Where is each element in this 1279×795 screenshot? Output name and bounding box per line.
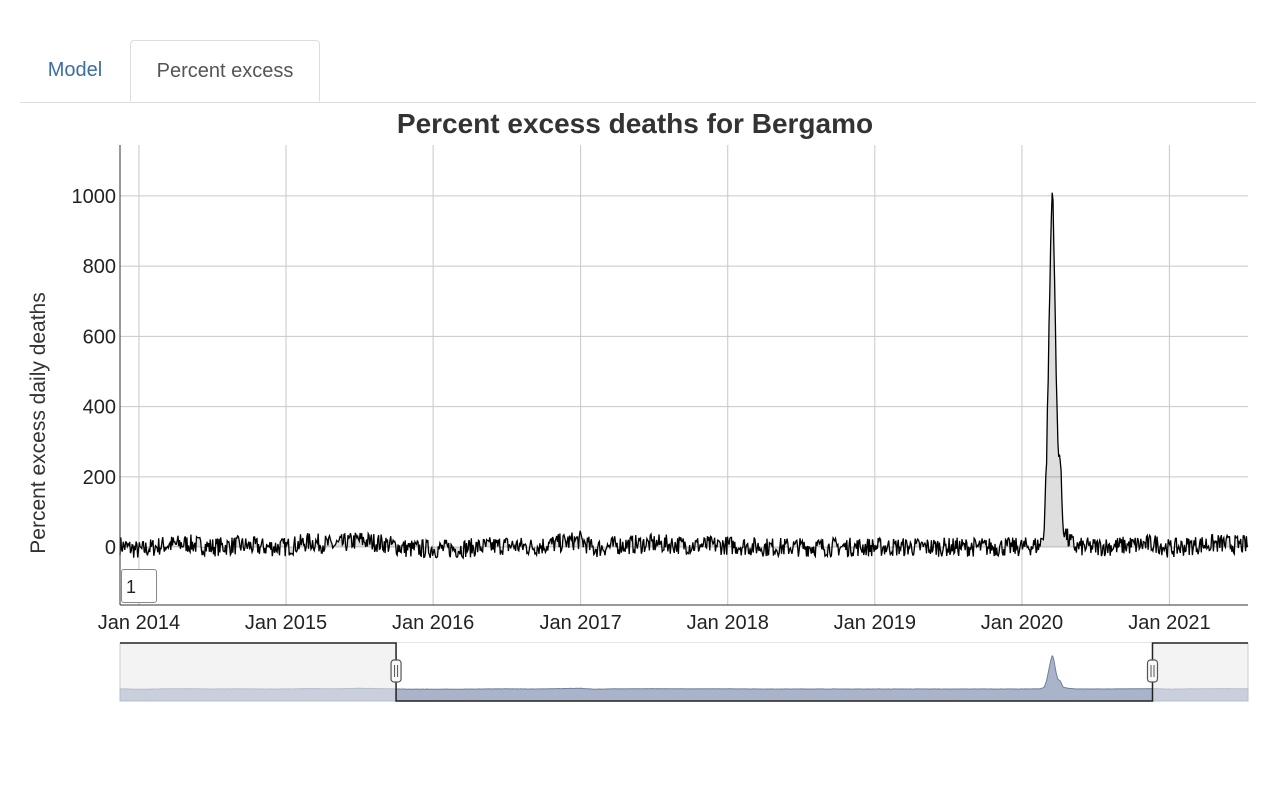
range-handle-left[interactable] (390, 659, 402, 683)
x-tick-label: Jan 2020 (981, 612, 1063, 634)
y-tick-label: 600 (83, 326, 116, 348)
series-line (119, 192, 1249, 560)
x-tick-label: Jan 2015 (245, 612, 327, 634)
rolling-period-input[interactable]: 1 (121, 569, 157, 603)
y-tick-label: 1000 (72, 186, 117, 208)
tab-bar: Model Percent excess (20, 40, 1256, 103)
plot-area (119, 192, 1249, 560)
series-fill (120, 192, 1248, 558)
y-tick-label: 200 (83, 467, 116, 489)
tick-labels: 0 200 400 600 800 1000 Jan 2014 Jan 2015 Jan 201… (72, 186, 1211, 634)
tab-model[interactable]: Model (47, 59, 103, 81)
y-axis-label: Percent excess daily deaths (27, 292, 50, 553)
y-tick-label: 0 (105, 537, 116, 559)
x-tick-label: Jan 2021 (1128, 612, 1210, 634)
y-tick-label: 400 (83, 397, 116, 419)
range-handle-right[interactable] (1146, 659, 1159, 683)
x-tick-label: Jan 2017 (539, 612, 621, 634)
range-mini-area-selected (396, 654, 1153, 701)
axes (119, 145, 1248, 606)
x-tick-label: Jan 2016 (392, 612, 474, 634)
range-window-outline (120, 642, 1248, 702)
chart-title: Percent excess deaths for Bergamo (397, 108, 873, 139)
x-tick-label: Jan 2014 (98, 612, 180, 634)
tab-percent-excess[interactable]: Percent excess (130, 40, 320, 102)
range-selector[interactable] (119, 642, 1249, 702)
y-tick-label: 800 (83, 256, 116, 278)
x-tick-label: Jan 2019 (834, 612, 916, 634)
grid (120, 145, 1248, 605)
x-tick-label: Jan 2018 (687, 612, 769, 634)
